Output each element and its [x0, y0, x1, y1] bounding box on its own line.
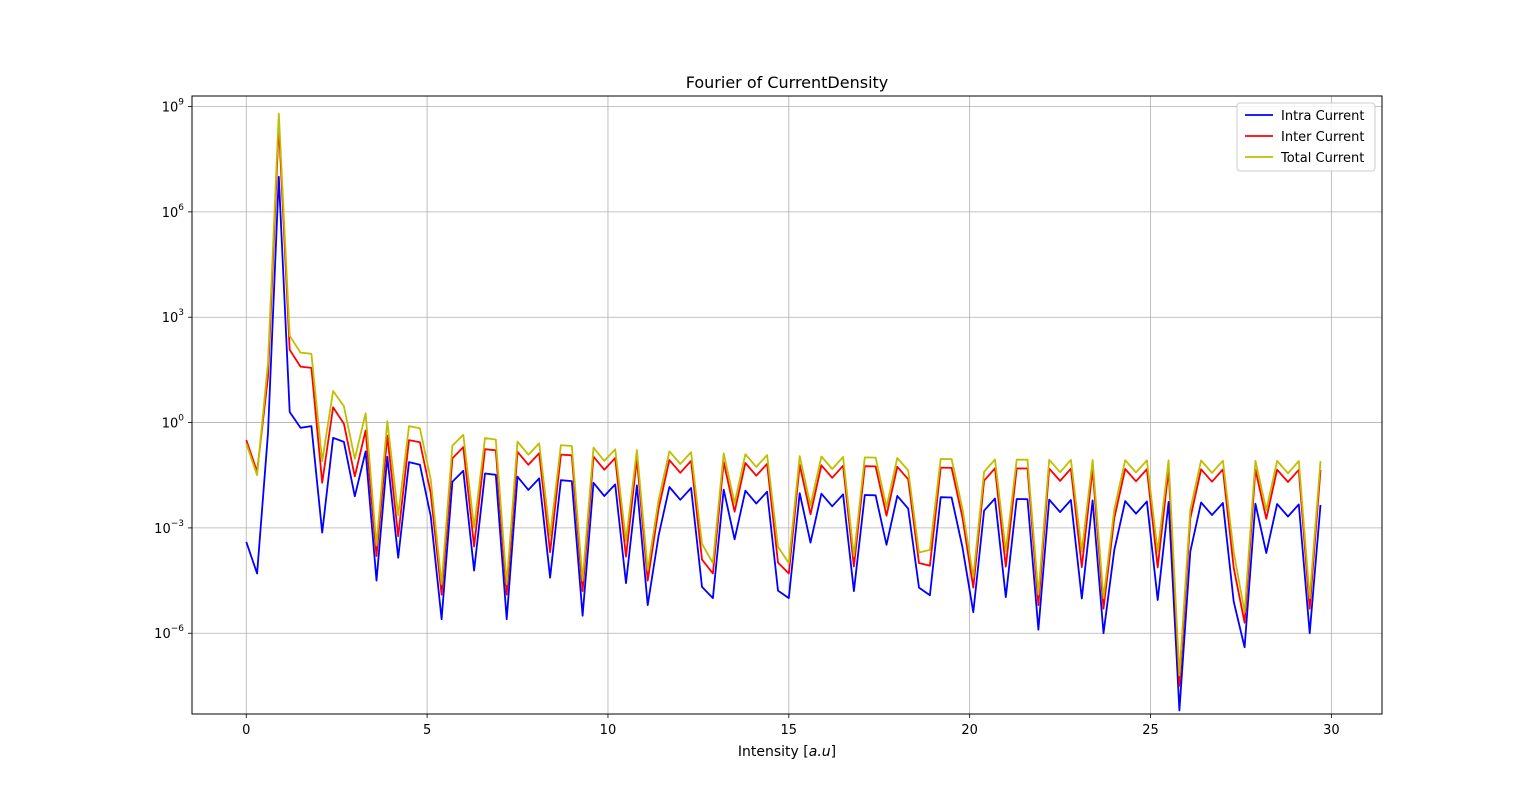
chart-title: Fourier of CurrentDensity	[686, 73, 889, 92]
y-tick-label: 10−3	[154, 519, 184, 537]
series-layer	[245, 112, 1322, 712]
y-tick-label: 103	[162, 308, 184, 326]
axis-ticks: 0 5 10 15 20 25 30 10−6 10−3 100 103 106 109	[154, 98, 1339, 738]
grid	[192, 96, 1382, 714]
x-axis-label-math: a.u	[809, 744, 831, 760]
y-tick-label: 109	[162, 98, 185, 116]
legend-label: Intra Current	[1281, 109, 1364, 124]
series-line-intra-current	[245, 175, 1322, 712]
y-tick-label: 10−6	[154, 624, 184, 642]
plot-frame	[191, 95, 1383, 715]
x-tick-label: 10	[600, 723, 617, 738]
series-line-total-current	[245, 112, 1322, 677]
series-line-inter-current	[245, 123, 1322, 687]
x-tick-label: 20	[961, 723, 978, 738]
legend-box	[1236, 102, 1376, 172]
y-tick-label: 106	[162, 203, 185, 221]
x-tick-label: 30	[1323, 723, 1340, 738]
x-axis-label: Intensity [a.u]	[738, 744, 836, 760]
x-tick-label: 5	[423, 723, 431, 738]
y-tick-label: 100	[162, 414, 185, 432]
x-tick-label: 15	[781, 723, 798, 738]
legend-label: Total Current	[1280, 151, 1364, 166]
plot-area	[192, 96, 1382, 714]
x-tick-label: 25	[1142, 723, 1159, 738]
legend-label: Inter Current	[1281, 130, 1364, 145]
legend: Intra Current Inter Current Total Current	[1236, 102, 1376, 172]
x-tick-label: 0	[242, 723, 250, 738]
